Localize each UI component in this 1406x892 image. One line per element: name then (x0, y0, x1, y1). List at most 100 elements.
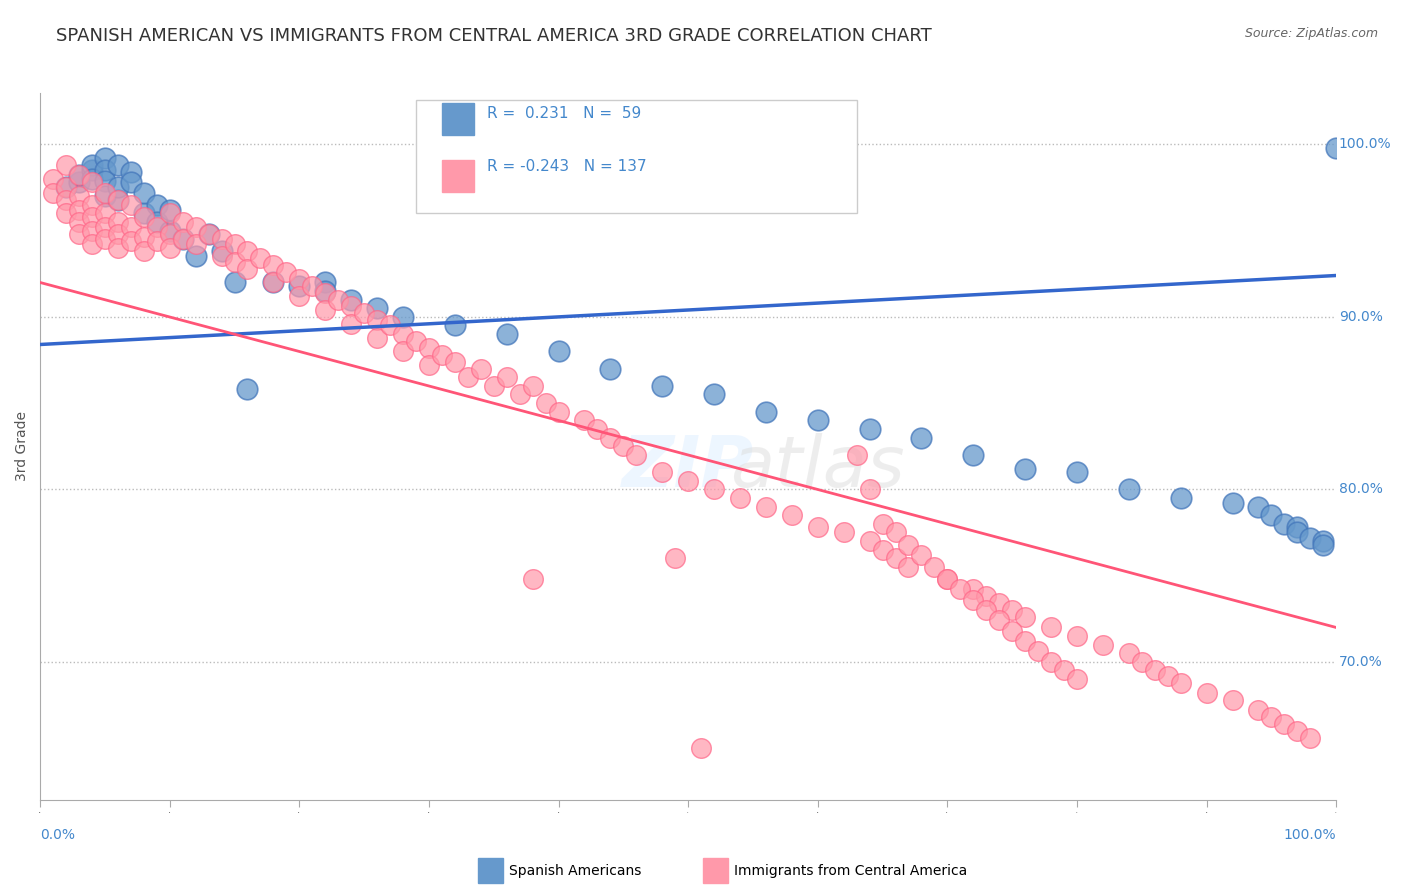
Point (107, 158, 129, 172)
Point (107, 180, 129, 194)
Point (574, 413, 596, 427)
Point (132, 186, 155, 200)
Point (159, 206, 181, 220)
Point (67, 227, 90, 241)
Point (1066, 465, 1088, 479)
Point (534, 396, 557, 410)
Point (1299, 531, 1322, 545)
Point (547, 344, 569, 359)
Point (884, 525, 907, 540)
Point (599, 431, 621, 445)
Point (94, 220, 117, 235)
Text: Immigrants from Central America: Immigrants from Central America (734, 863, 967, 878)
Point (651, 465, 673, 479)
Point (67, 169, 90, 183)
Point (962, 582, 984, 597)
Point (1066, 672, 1088, 686)
Point (94, 186, 117, 200)
Point (328, 293, 350, 307)
Point (288, 272, 311, 286)
Point (1118, 646, 1140, 660)
Point (1324, 141, 1347, 155)
Point (1247, 500, 1270, 514)
Point (676, 474, 699, 488)
Point (55, 158, 77, 172)
Point (314, 276, 336, 290)
Point (1040, 655, 1063, 669)
Bar (441, 160, 474, 192)
Point (145, 220, 167, 235)
Point (107, 215, 129, 229)
Point (172, 215, 194, 229)
Point (872, 516, 894, 531)
Point (612, 439, 634, 453)
Point (457, 370, 479, 384)
Point (1272, 516, 1295, 531)
Point (145, 215, 167, 229)
Point (94, 206, 117, 220)
Text: 100.0%: 100.0% (1339, 137, 1392, 152)
Point (288, 289, 311, 303)
Point (132, 230, 155, 244)
Point (1001, 603, 1024, 617)
Text: ZIP: ZIP (621, 433, 754, 502)
Point (470, 361, 492, 376)
Point (690, 741, 713, 756)
Point (924, 560, 946, 574)
Point (405, 334, 427, 348)
Point (276, 265, 298, 279)
Point (120, 165, 142, 179)
Point (1157, 668, 1180, 682)
Text: Spanish Americans: Spanish Americans (509, 863, 641, 878)
Point (522, 379, 544, 393)
Point (974, 589, 997, 603)
Point (67, 175, 90, 189)
Point (1260, 508, 1282, 523)
Point (1312, 534, 1334, 549)
Point (807, 413, 830, 427)
Point (80, 158, 103, 172)
Point (780, 508, 803, 523)
Point (80, 210, 103, 224)
Point (340, 293, 363, 307)
Point (107, 241, 129, 255)
Point (1170, 491, 1192, 505)
Point (184, 250, 207, 264)
Point (314, 285, 336, 300)
Point (651, 379, 673, 393)
Point (1260, 710, 1282, 724)
Point (94, 163, 117, 178)
FancyBboxPatch shape (416, 100, 856, 213)
Point (832, 525, 855, 540)
Point (159, 227, 181, 241)
Point (858, 483, 880, 497)
Point (392, 310, 415, 324)
Point (236, 261, 259, 276)
Point (988, 596, 1011, 610)
Point (1143, 664, 1166, 678)
Point (184, 220, 207, 235)
Point (1001, 624, 1024, 638)
Point (224, 237, 246, 252)
Point (392, 327, 415, 342)
Point (42, 186, 65, 200)
Point (872, 542, 894, 557)
Text: 70.0%: 70.0% (1339, 655, 1382, 669)
Point (1286, 723, 1309, 738)
Point (988, 614, 1011, 628)
Text: R =  0.231   N =  59: R = 0.231 N = 59 (488, 106, 641, 121)
Point (211, 250, 233, 264)
Point (418, 341, 440, 355)
Point (1272, 717, 1295, 731)
Point (910, 431, 932, 445)
Point (107, 193, 129, 207)
Text: 80.0%: 80.0% (1339, 483, 1382, 496)
Point (55, 206, 77, 220)
Point (366, 313, 388, 327)
Y-axis label: 3rd Grade: 3rd Grade (15, 411, 30, 481)
Point (444, 318, 467, 333)
Point (664, 551, 686, 566)
Point (974, 603, 997, 617)
Point (262, 276, 284, 290)
Point (80, 224, 103, 238)
